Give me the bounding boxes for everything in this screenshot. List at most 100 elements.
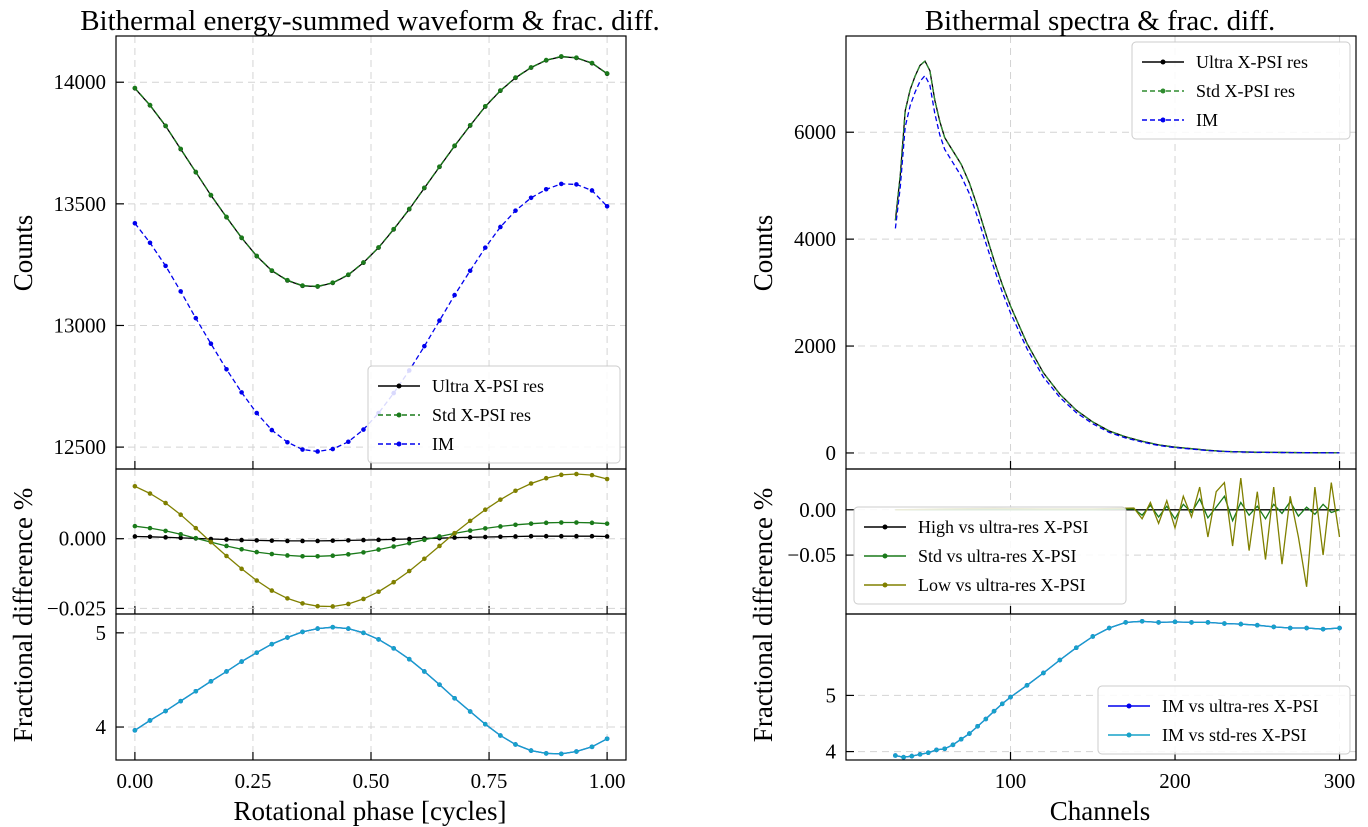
series-point xyxy=(559,533,564,539)
series-point xyxy=(330,280,336,285)
legend-label: IM vs ultra-res X-PSI xyxy=(1162,696,1318,716)
x-tick-label: 0.50 xyxy=(353,769,390,793)
series-point xyxy=(208,679,214,684)
series-point xyxy=(467,535,473,540)
series-point xyxy=(467,268,473,274)
legend-label: Low vs ultra-res X-PSI xyxy=(918,575,1085,595)
legend-marker xyxy=(1160,117,1166,123)
series-line xyxy=(134,535,608,542)
right-xlabel: Channels xyxy=(1050,796,1151,826)
left-frac-ylabel: Fractional difference % xyxy=(8,488,38,742)
series-point xyxy=(147,525,153,531)
series-point xyxy=(975,724,980,729)
series-point xyxy=(498,224,503,230)
series-point xyxy=(999,701,1005,707)
series-point xyxy=(361,630,366,636)
series-point xyxy=(559,751,564,757)
series-point xyxy=(193,315,199,321)
series-point xyxy=(559,520,564,525)
series-point xyxy=(604,534,610,539)
series-point xyxy=(147,240,153,246)
series-point xyxy=(391,579,396,585)
series-point xyxy=(958,736,964,742)
y-tick-label: 6000 xyxy=(794,120,836,144)
series-point xyxy=(300,629,305,635)
series-point xyxy=(574,55,579,60)
series-point xyxy=(1008,694,1013,700)
legend-label: IM xyxy=(432,434,454,454)
series-point xyxy=(467,709,473,714)
series-point xyxy=(285,277,290,283)
axes-frame xyxy=(115,613,627,761)
series-point xyxy=(163,535,168,540)
series-point xyxy=(589,472,595,478)
series-point xyxy=(285,635,290,640)
series-point xyxy=(224,553,229,559)
series-point xyxy=(452,292,457,298)
series-point xyxy=(1057,657,1063,663)
series-point xyxy=(269,588,275,593)
series-point xyxy=(543,520,549,526)
series-point xyxy=(498,88,503,93)
series-point xyxy=(193,169,199,175)
series-point xyxy=(254,650,260,655)
series-point xyxy=(513,75,518,80)
series-point xyxy=(132,523,138,529)
series-point xyxy=(604,521,610,526)
legend-label: Ultra X-PSI res xyxy=(432,376,544,396)
series-point xyxy=(330,604,336,609)
series-group xyxy=(893,619,1342,760)
series-point xyxy=(513,534,518,539)
series-point xyxy=(315,626,320,631)
series-point xyxy=(406,206,412,212)
series-point xyxy=(983,716,989,722)
legend: High vs ultra-res X-PSI Std vs ultra-res … xyxy=(853,506,1127,605)
series-point xyxy=(147,718,153,723)
series-point xyxy=(376,537,381,543)
series-point xyxy=(406,536,412,542)
right-frac-ylabel: Fractional difference % xyxy=(748,488,778,742)
series-point xyxy=(528,195,534,201)
series-point xyxy=(543,533,549,539)
series-point xyxy=(254,538,260,543)
series-point xyxy=(1074,645,1079,650)
series-point xyxy=(132,534,138,539)
legend: IM vs ultra-res X-PSI IM vs std-res X-PSI xyxy=(1097,685,1351,755)
series-point xyxy=(1271,624,1277,630)
series-point xyxy=(589,744,595,750)
series-point xyxy=(300,447,305,452)
series-point xyxy=(452,535,457,540)
series-point xyxy=(406,568,412,574)
x-tick-label: 0.75 xyxy=(471,769,508,793)
y-tick-label: 13500 xyxy=(54,192,107,216)
series-point xyxy=(406,656,412,662)
legend-label: Ultra X-PSI res xyxy=(1196,52,1308,72)
series-point xyxy=(901,754,906,760)
y-tick-label: 4000 xyxy=(794,227,836,251)
left-title: Bithermal energy-summed waveform & frac.… xyxy=(80,5,660,37)
series-point xyxy=(574,182,579,187)
x-tick-label: 300 xyxy=(1324,769,1356,793)
series-point xyxy=(422,537,427,543)
panel-right-bottom: 100 200 300 4 5 IM vs ultra-res X-PSI IM vs st… xyxy=(826,613,1357,793)
axes-frame xyxy=(845,613,1357,761)
series-point xyxy=(300,601,305,606)
series-point xyxy=(132,85,138,91)
series-point xyxy=(513,522,518,528)
series-point xyxy=(543,475,549,481)
series-point xyxy=(330,624,336,630)
series-point xyxy=(604,203,610,209)
series-point xyxy=(604,736,610,742)
y-tick-label: 2000 xyxy=(794,334,836,358)
series-point xyxy=(1172,619,1178,625)
series-point xyxy=(163,263,168,269)
series-point xyxy=(437,682,442,687)
series-point xyxy=(193,535,199,541)
series-point xyxy=(422,185,427,191)
series-point xyxy=(934,747,939,753)
series-point xyxy=(208,539,214,545)
series-point xyxy=(269,641,275,647)
series-point xyxy=(498,733,503,738)
series-point xyxy=(991,708,997,714)
x-tick-label: 1.00 xyxy=(589,769,626,793)
